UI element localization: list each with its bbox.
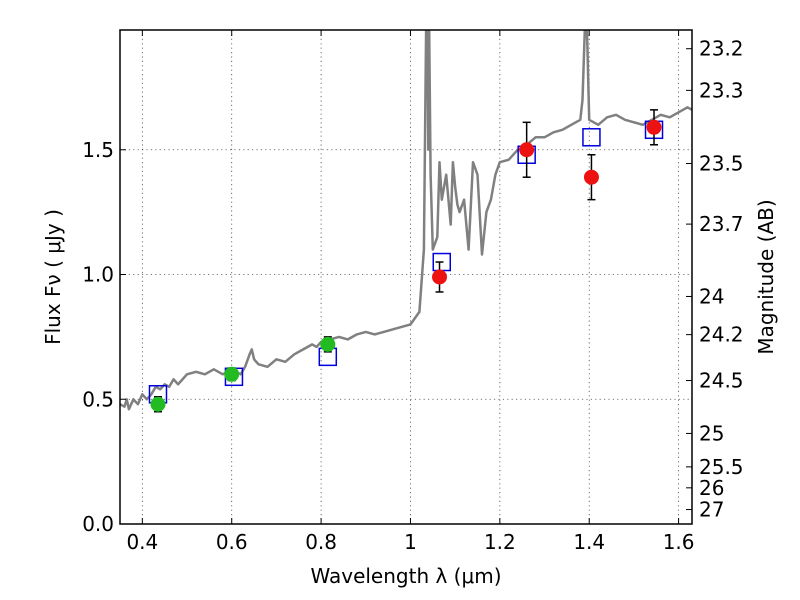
sed-model-line <box>120 30 692 411</box>
y2-tick-label: 24.5 <box>699 369 744 393</box>
observed-flux-point <box>150 396 166 412</box>
plot-frame <box>119 29 693 525</box>
observed-flux-point <box>519 142 535 158</box>
x-tick-label: 1.4 <box>573 530 605 554</box>
series-group <box>120 30 692 413</box>
observed-flux-point <box>432 269 448 285</box>
y-tick-label: 0.0 <box>82 512 114 536</box>
y-axis-label: Flux Fν ( μJy ) <box>41 209 65 345</box>
y2-tick-label: 23.2 <box>699 37 744 61</box>
x-tick-label: 1 <box>404 530 417 554</box>
y2-tick-label: 26 <box>699 476 724 500</box>
x-axis-label: Wavelength λ (μm) <box>310 564 501 588</box>
y2-tick-label: 23.5 <box>699 151 744 175</box>
axes: 0.4 0.6 0.8 1 1.2 1.4 1.6 0.0 0.5 1.0 1.5 23.2 23.3 2… <box>82 30 744 554</box>
y2-tick-label: 23.3 <box>699 78 744 102</box>
y2-tick-label: 25 <box>699 421 724 445</box>
x-tick-label: 0.8 <box>305 530 337 554</box>
y2-tick-label: 25.5 <box>699 455 744 479</box>
model-photometry-square <box>582 128 601 147</box>
y-tick-label: 1.0 <box>82 263 114 287</box>
observed-flux-point <box>646 119 662 135</box>
y2-tick-label: 23.7 <box>699 212 744 236</box>
x-tick-label: 1.6 <box>663 530 695 554</box>
y2-tick-label: 27 <box>699 498 724 522</box>
x-tick-label: 1.2 <box>484 530 516 554</box>
y-tick-label: 0.5 <box>82 387 114 411</box>
y2-tick-label: 24.2 <box>699 323 744 347</box>
observed-flux-point <box>583 169 599 185</box>
observed-flux-point <box>224 366 240 382</box>
plot-area <box>120 30 692 413</box>
x-tick-label: 0.6 <box>216 530 248 554</box>
y2-tick-label: 24 <box>699 284 724 308</box>
y-tick-label: 1.5 <box>82 138 114 162</box>
y2-axis-label: Magnitude (AB) <box>754 199 778 354</box>
x-tick-label: 0.4 <box>126 530 158 554</box>
observed-flux-point <box>320 336 336 352</box>
